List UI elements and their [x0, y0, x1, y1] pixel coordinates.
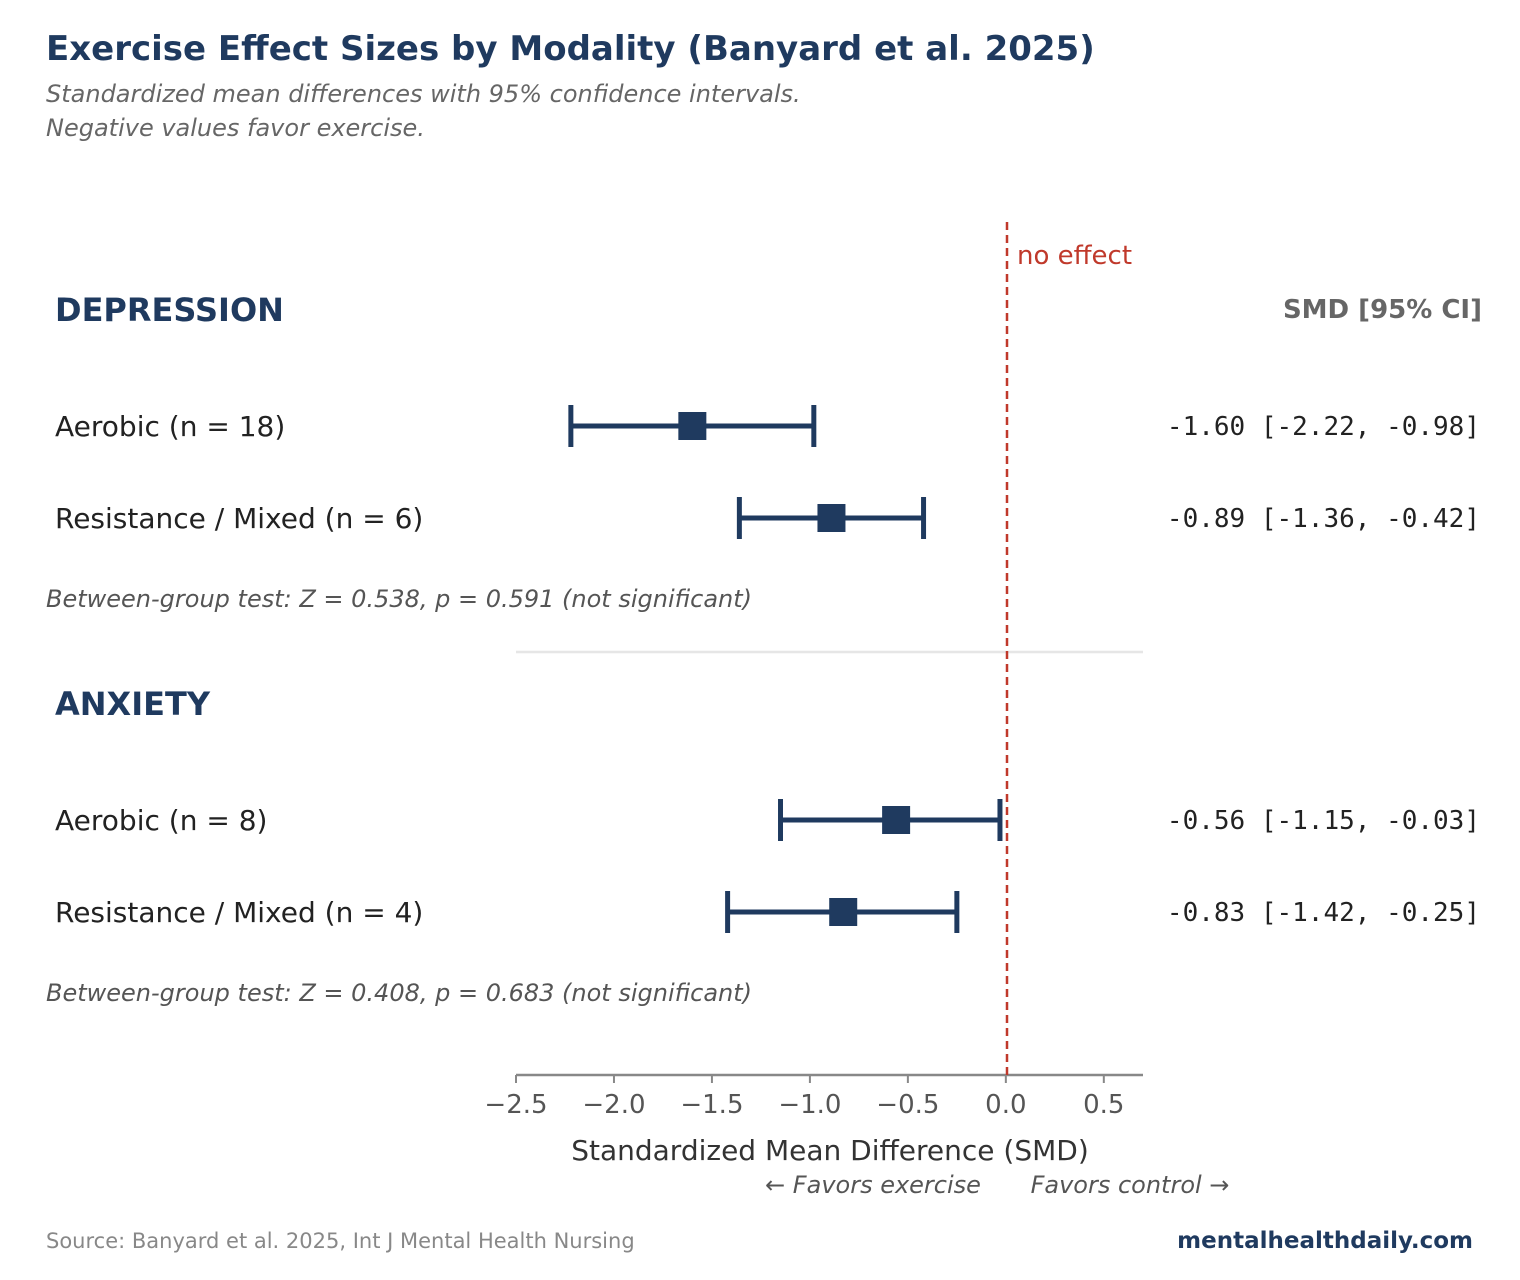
x-tick-label: −2.0 [582, 1090, 645, 1120]
source-note: Source: Banyard et al. 2025, Int J Menta… [46, 1229, 635, 1253]
x-tick-label: −1.0 [778, 1090, 841, 1120]
point-estimate [817, 504, 846, 532]
row-estimate-text: -0.89 [-1.36, -0.42] [1167, 504, 1480, 534]
x-tick-label: −2.5 [484, 1090, 547, 1120]
x-tick-label: 0.5 [1083, 1090, 1124, 1120]
point-estimate [829, 898, 858, 926]
x-tick-label: −0.5 [876, 1090, 939, 1120]
group-header: ANXIETY [55, 685, 211, 723]
row-label: Aerobic (n = 18) [55, 410, 285, 443]
row-label: Resistance / Mixed (n = 6) [55, 502, 423, 535]
between-group-test: Between-group test: Z = 0.538, p = 0.591… [46, 585, 752, 613]
no-effect-label: no effect [1017, 241, 1132, 271]
x-tick-label: 0.0 [985, 1090, 1026, 1120]
row-label: Resistance / Mixed (n = 4) [55, 896, 423, 929]
favors-control-label: Favors control → [1031, 1171, 1230, 1199]
point-estimate [678, 412, 707, 440]
brand-link[interactable]: mentalhealthdaily.com [1177, 1228, 1473, 1254]
favors-exercise-label: ← Favors exercise [765, 1171, 981, 1199]
group-header: DEPRESSION [55, 291, 284, 329]
row-estimate-text: -0.56 [-1.15, -0.03] [1167, 806, 1480, 836]
point-estimate [882, 806, 911, 834]
x-tick-label: −1.5 [680, 1090, 743, 1120]
column-header: SMD [95% CI] [1283, 295, 1482, 325]
subtitle-line-1: Standardized mean differences with 95% c… [46, 80, 801, 108]
x-axis-label: Standardized Mean Difference (SMD) [571, 1134, 1089, 1167]
row-label: Aerobic (n = 8) [55, 804, 267, 837]
chart-title: Exercise Effect Sizes by Modality (Banya… [46, 29, 1095, 69]
row-estimate-text: -0.83 [-1.42, -0.25] [1167, 898, 1480, 928]
between-group-test: Between-group test: Z = 0.408, p = 0.683… [46, 979, 752, 1007]
subtitle-line-2: Negative values favor exercise. [46, 114, 425, 142]
row-estimate-text: -1.60 [-2.22, -0.98] [1167, 412, 1480, 442]
